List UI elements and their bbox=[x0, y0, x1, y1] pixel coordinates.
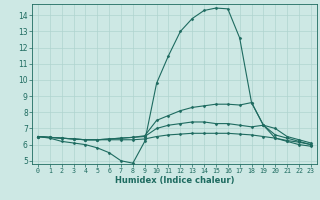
X-axis label: Humidex (Indice chaleur): Humidex (Indice chaleur) bbox=[115, 176, 234, 185]
